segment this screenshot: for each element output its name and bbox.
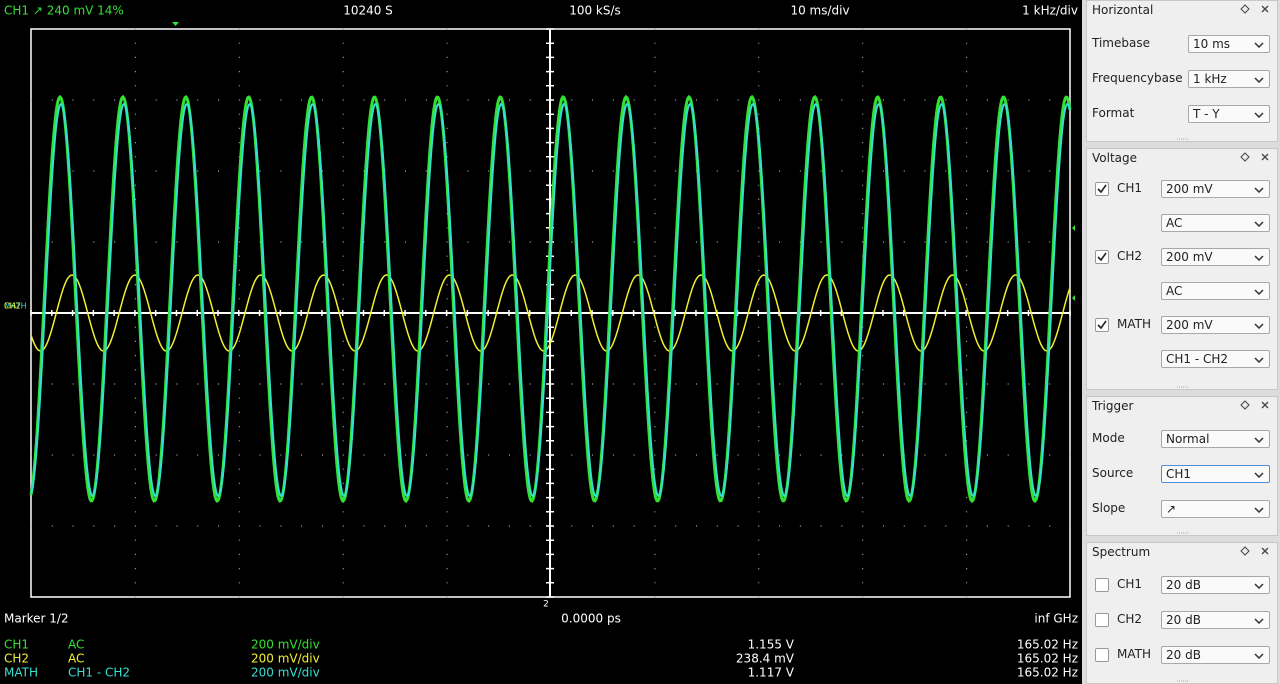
- row-label: Timebase: [1092, 36, 1150, 50]
- channel-name: CH1: [4, 638, 29, 652]
- checkbox[interactable]: [1095, 613, 1109, 627]
- dock-grip: [1177, 532, 1189, 534]
- row-label: Source: [1092, 466, 1134, 480]
- row-label: Format: [1092, 106, 1135, 120]
- row-label: CH1: [1117, 577, 1143, 591]
- dropdown[interactable]: CH1 - CH2: [1161, 350, 1270, 368]
- checkbox[interactable]: [1095, 578, 1109, 592]
- scope-view: CH1 ↗ 240 mV 14% 10240 S 100 kS/s 10 ms/div…: [4, 4, 1078, 680]
- dropdown[interactable]: 20 dB: [1161, 576, 1270, 594]
- row-label: MATH: [1117, 647, 1151, 661]
- row-label: CH2: [1117, 249, 1143, 263]
- trigger-status: CH1 ↗ 240 mV 14%: [4, 4, 124, 18]
- timebase: 10 ms/div: [790, 4, 849, 18]
- frequencybase: 1 kHz/div: [1022, 4, 1078, 18]
- dropdown[interactable]: 1 kHz: [1188, 70, 1270, 88]
- dropdown[interactable]: AC: [1161, 282, 1270, 300]
- marker-label: 2: [543, 600, 549, 610]
- channel-voltage: 1.155 V: [748, 638, 795, 652]
- dropdown[interactable]: ↗: [1161, 500, 1270, 518]
- dropdown[interactable]: 200 mV: [1161, 316, 1270, 334]
- dropdown[interactable]: 20 dB: [1161, 646, 1270, 664]
- dock-grip: [1177, 138, 1189, 140]
- channel-scale: 200 mV/div: [251, 666, 320, 680]
- channel-name: CH2: [4, 652, 29, 666]
- dock-grip: [1177, 680, 1189, 682]
- checkbox[interactable]: [1095, 318, 1109, 332]
- dropdown[interactable]: T - Y: [1188, 105, 1270, 123]
- dropdown[interactable]: 200 mV: [1161, 180, 1270, 198]
- marker-title: Marker 1/2: [4, 612, 69, 626]
- dropdown[interactable]: 10 ms: [1188, 35, 1270, 53]
- channel-scale: 200 mV/div: [251, 652, 320, 666]
- channel-coupling: AC: [68, 652, 84, 666]
- row-label: Mode: [1092, 431, 1125, 445]
- channel-voltage: 1.117 V: [748, 666, 795, 680]
- channel-scale: 200 mV/div: [251, 638, 320, 652]
- dock-title: Horizontal: [1092, 3, 1154, 17]
- dropdown[interactable]: CH1: [1161, 465, 1270, 483]
- row-label: MATH: [1117, 317, 1151, 331]
- channel-coupling: CH1 - CH2: [68, 666, 130, 680]
- dock-grip: [1177, 386, 1189, 388]
- channel-frequency: 165.02 Hz: [1017, 652, 1078, 666]
- dock-title: Trigger: [1092, 399, 1134, 413]
- checkbox[interactable]: [1095, 250, 1109, 264]
- row-label: Slope: [1092, 501, 1126, 515]
- dock-buttons[interactable]: [1240, 546, 1274, 558]
- ch1-trace: [29, 94, 1072, 504]
- dock-buttons[interactable]: [1240, 4, 1274, 16]
- level-marker: [1072, 225, 1075, 301]
- channel-marker: CH2: [4, 302, 21, 311]
- side-panel: Horizontal Timebase 10 ms Frequencybase 1 kH…: [1082, 0, 1280, 684]
- samples: 10240 S: [343, 4, 393, 18]
- channel-marker: MATH: [4, 302, 27, 311]
- checkbox[interactable]: [1095, 182, 1109, 196]
- ch2-trace: [30, 274, 1071, 352]
- channel-coupling: AC: [68, 638, 84, 652]
- channel-frequency: 165.02 Hz: [1017, 666, 1078, 680]
- dropdown[interactable]: 20 dB: [1161, 611, 1270, 629]
- dropdown[interactable]: Normal: [1161, 430, 1270, 448]
- trigger-arrow: [172, 22, 179, 26]
- checkbox[interactable]: [1095, 648, 1109, 662]
- channel-voltage: 238.4 mV: [736, 652, 795, 666]
- dock-title: Voltage: [1092, 151, 1138, 165]
- row-label: Frequencybase: [1092, 71, 1183, 85]
- dropdown[interactable]: 200 mV: [1161, 248, 1270, 266]
- marker-frequency: inf GHz: [1034, 612, 1078, 626]
- channel-frequency: 165.02 Hz: [1017, 638, 1078, 652]
- dropdown[interactable]: AC: [1161, 214, 1270, 232]
- marker-time: 0.0000 ps: [561, 612, 621, 626]
- dock-title: Spectrum: [1092, 545, 1151, 559]
- math-trace: [30, 102, 1071, 498]
- dock-buttons[interactable]: [1240, 152, 1274, 164]
- dock-buttons[interactable]: [1240, 400, 1274, 412]
- channel-name: MATH: [4, 666, 38, 680]
- samplerate: 100 kS/s: [569, 4, 621, 18]
- row-label: CH1: [1117, 181, 1143, 195]
- row-label: CH2: [1117, 612, 1143, 626]
